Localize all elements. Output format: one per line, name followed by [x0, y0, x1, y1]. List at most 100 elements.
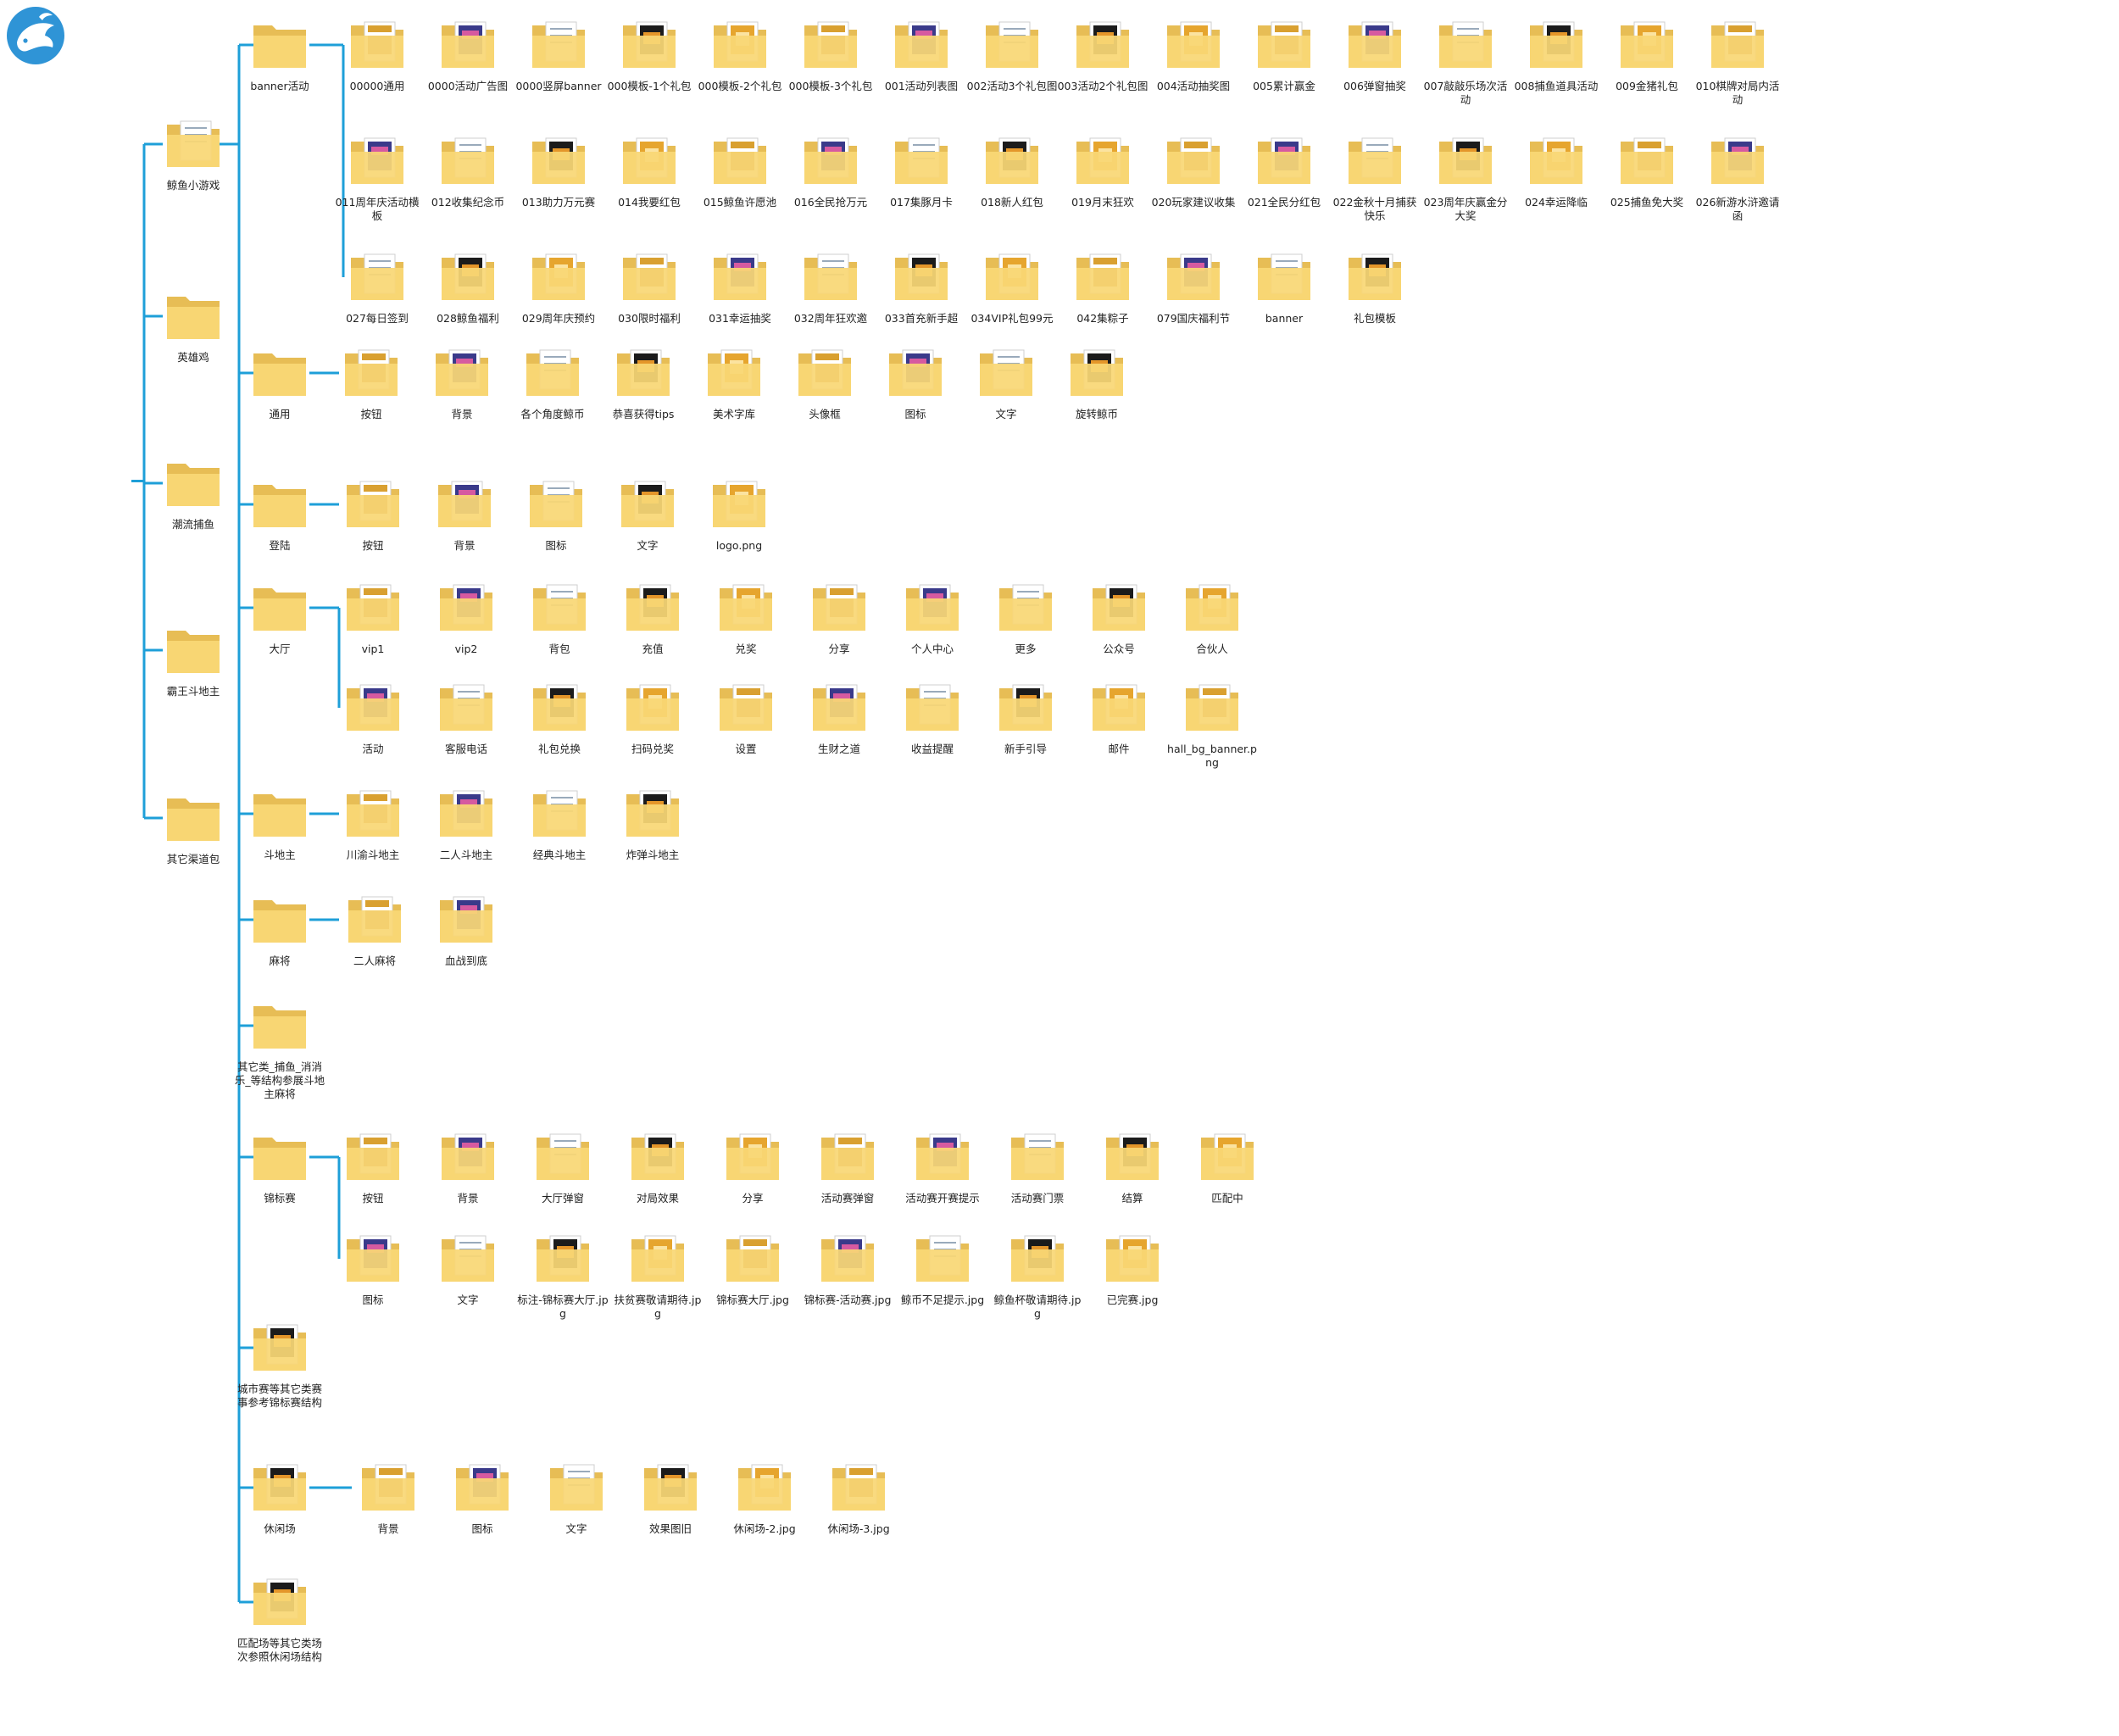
- ddz-c3-folder[interactable]: 炸弹斗地主: [606, 784, 699, 862]
- banner-r2-c11-folder[interactable]: 礼包模板: [1328, 248, 1421, 326]
- tourney-r1-c5-folder[interactable]: 锦标赛-活动赛.jpg: [801, 1229, 894, 1307]
- banner-r1-c11-folder[interactable]: 022金秋十月捕获快乐: [1328, 131, 1421, 223]
- hall-r0-c3-folder[interactable]: 充值: [606, 578, 699, 656]
- tourney-r1-c4-folder[interactable]: 锦标赛大厅.jpg: [706, 1229, 799, 1307]
- banner-r2-c7-folder[interactable]: 034VIP礼包99元: [965, 248, 1059, 326]
- mahjong-c0-folder[interactable]: 二人麻将: [328, 890, 421, 968]
- ddz-c2-folder[interactable]: 经典斗地主: [513, 784, 606, 862]
- banner-r1-c10-folder[interactable]: 021全民分红包: [1237, 131, 1331, 209]
- banner-r2-c2-folder[interactable]: 029周年庆预约: [512, 248, 605, 326]
- casual-c0-folder[interactable]: 背景: [342, 1458, 435, 1536]
- banner-r0-c3-folder[interactable]: 000模板-1个礼包: [603, 15, 696, 93]
- login-c1-folder[interactable]: 背景: [418, 475, 511, 553]
- banner-r2-c1-folder[interactable]: 028鲸鱼福利: [421, 248, 514, 326]
- hall-r0-c1-folder[interactable]: vip2: [420, 578, 513, 656]
- hall-r1-c7-folder[interactable]: 新手引导: [979, 678, 1072, 756]
- mahjong-c1-folder[interactable]: 血战到底: [420, 890, 513, 968]
- banner-r1-c12-folder[interactable]: 023周年庆赢金分大奖: [1419, 131, 1512, 223]
- level1-0-folder[interactable]: 鲸鱼小游戏: [147, 114, 240, 192]
- hall-r0-c7-folder[interactable]: 更多: [979, 578, 1072, 656]
- general-c5-folder[interactable]: 头像框: [778, 343, 871, 421]
- banner-r2-c4-folder[interactable]: 031幸运抽奖: [693, 248, 787, 326]
- general-c6-folder[interactable]: 图标: [869, 343, 962, 421]
- banner-r2-c9-folder[interactable]: 079国庆福利节: [1147, 248, 1240, 326]
- banner-r1-c14-folder[interactable]: 025捕鱼免大奖: [1600, 131, 1694, 209]
- level2-5-folder[interactable]: 麻将: [233, 890, 326, 968]
- general-c1-folder[interactable]: 背景: [415, 343, 509, 421]
- level2-4-folder[interactable]: 斗地主: [233, 784, 326, 862]
- banner-r0-c0-folder[interactable]: 00000通用: [331, 15, 424, 93]
- level2-10-folder[interactable]: 匹配场等其它类场次参照休闲场结构: [233, 1572, 326, 1664]
- hall-r1-c2-folder[interactable]: 礼包兑换: [513, 678, 606, 756]
- banner-r1-c2-folder[interactable]: 013助力万元赛: [512, 131, 605, 209]
- tourney-r1-c1-folder[interactable]: 文字: [421, 1229, 514, 1307]
- banner-r1-c15-folder[interactable]: 026新游水浒邀请函: [1691, 131, 1784, 223]
- banner-r1-c0-folder[interactable]: 011周年庆活动横板: [331, 131, 424, 223]
- tourney-r0-c8-folder[interactable]: 结算: [1086, 1127, 1179, 1205]
- tourney-r0-c0-folder[interactable]: 按钮: [326, 1127, 420, 1205]
- banner-r0-c2-folder[interactable]: 0000竖屏banner: [512, 15, 605, 93]
- hall-r0-c0-folder[interactable]: vip1: [326, 578, 420, 656]
- casual-c5-folder[interactable]: 休闲场-3.jpg: [812, 1458, 905, 1536]
- level2-1-folder[interactable]: 通用: [233, 343, 326, 421]
- casual-c1-folder[interactable]: 图标: [436, 1458, 529, 1536]
- hall-r1-c9-folder[interactable]: hall_bg_banner.png: [1165, 678, 1259, 770]
- banner-r2-c0-folder[interactable]: 027每日签到: [331, 248, 424, 326]
- hall-r1-c5-folder[interactable]: 生财之道: [793, 678, 886, 756]
- general-c3-folder[interactable]: 恭喜获得tips: [597, 343, 690, 421]
- banner-r2-c5-folder[interactable]: 032周年狂欢邀: [784, 248, 877, 326]
- banner-r1-c6-folder[interactable]: 017集豚月卡: [875, 131, 968, 209]
- tourney-r1-c7-folder[interactable]: 鲸鱼杯敬请期待.jpg: [991, 1229, 1084, 1321]
- tourney-r0-c9-folder[interactable]: 匹配中: [1181, 1127, 1274, 1205]
- banner-r0-c6-folder[interactable]: 001活动列表图: [875, 15, 968, 93]
- hall-r1-c4-folder[interactable]: 设置: [699, 678, 793, 756]
- level2-7-folder[interactable]: 锦标赛: [233, 1127, 326, 1205]
- tourney-r0-c4-folder[interactable]: 分享: [706, 1127, 799, 1205]
- banner-r1-c5-folder[interactable]: 016全民抢万元: [784, 131, 877, 209]
- banner-r0-c8-folder[interactable]: 003活动2个礼包图: [1056, 15, 1149, 93]
- general-c4-folder[interactable]: 美术字库: [687, 343, 781, 421]
- banner-r1-c8-folder[interactable]: 019月末狂欢: [1056, 131, 1149, 209]
- banner-r1-c9-folder[interactable]: 020玩家建议收集: [1147, 131, 1240, 209]
- hall-r0-c6-folder[interactable]: 个人中心: [886, 578, 979, 656]
- hall-r0-c4-folder[interactable]: 兑奖: [699, 578, 793, 656]
- tourney-r0-c7-folder[interactable]: 活动赛门票: [991, 1127, 1084, 1205]
- level2-0-folder[interactable]: banner活动: [233, 15, 326, 93]
- tourney-r1-c8-folder[interactable]: 已完赛.jpg: [1086, 1229, 1179, 1307]
- general-c2-folder[interactable]: 各个角度鲸币: [506, 343, 599, 421]
- hall-r0-c2-folder[interactable]: 背包: [513, 578, 606, 656]
- tourney-r1-c6-folder[interactable]: 鲸币不足提示.jpg: [896, 1229, 989, 1307]
- hall-r0-c5-folder[interactable]: 分享: [793, 578, 886, 656]
- level2-9-folder[interactable]: 休闲场: [233, 1458, 326, 1536]
- hall-r1-c6-folder[interactable]: 收益提醒: [886, 678, 979, 756]
- banner-r2-c6-folder[interactable]: 033首充新手超: [875, 248, 968, 326]
- banner-r0-c5-folder[interactable]: 000模板-3个礼包: [784, 15, 877, 93]
- tourney-r0-c2-folder[interactable]: 大厅弹窗: [516, 1127, 609, 1205]
- ddz-c0-folder[interactable]: 川渝斗地主: [326, 784, 420, 862]
- banner-r2-c8-folder[interactable]: 042集粽子: [1056, 248, 1149, 326]
- banner-r1-c3-folder[interactable]: 014我要红包: [603, 131, 696, 209]
- tourney-r1-c3-folder[interactable]: 扶贫赛敬请期待.jpg: [611, 1229, 704, 1321]
- general-c8-folder[interactable]: 旋转鲸币: [1050, 343, 1143, 421]
- banner-r0-c13-folder[interactable]: 008捕鱼道具活动: [1510, 15, 1603, 93]
- login-c3-folder[interactable]: 文字: [601, 475, 694, 553]
- banner-r2-c10-folder[interactable]: banner: [1237, 248, 1331, 326]
- tourney-r0-c1-folder[interactable]: 背景: [421, 1127, 514, 1205]
- banner-r2-c3-folder[interactable]: 030限时福利: [603, 248, 696, 326]
- general-c0-folder[interactable]: 按钮: [325, 343, 418, 421]
- banner-r1-c7-folder[interactable]: 018新人红包: [965, 131, 1059, 209]
- level2-6-folder[interactable]: 其它类_捕鱼_消消乐_等结构参展斗地主麻将: [233, 996, 326, 1101]
- level2-2-folder[interactable]: 登陆: [233, 475, 326, 553]
- level2-3-folder[interactable]: 大厅: [233, 578, 326, 656]
- level1-4-folder[interactable]: 其它渠道包: [147, 788, 240, 866]
- casual-c2-folder[interactable]: 文字: [530, 1458, 623, 1536]
- login-c4-folder[interactable]: logo.png: [692, 475, 786, 553]
- banner-r0-c1-folder[interactable]: 0000活动广告图: [421, 15, 514, 93]
- level1-3-folder[interactable]: 霸王斗地主: [147, 620, 240, 698]
- casual-c4-folder[interactable]: 休闲场-2.jpg: [718, 1458, 811, 1536]
- tourney-r0-c6-folder[interactable]: 活动赛开赛提示: [896, 1127, 989, 1205]
- hall-r1-c0-folder[interactable]: 活动: [326, 678, 420, 756]
- casual-c3-folder[interactable]: 效果图旧: [624, 1458, 717, 1536]
- hall-r1-c3-folder[interactable]: 扫码兑奖: [606, 678, 699, 756]
- banner-r0-c10-folder[interactable]: 005累计赢金: [1237, 15, 1331, 93]
